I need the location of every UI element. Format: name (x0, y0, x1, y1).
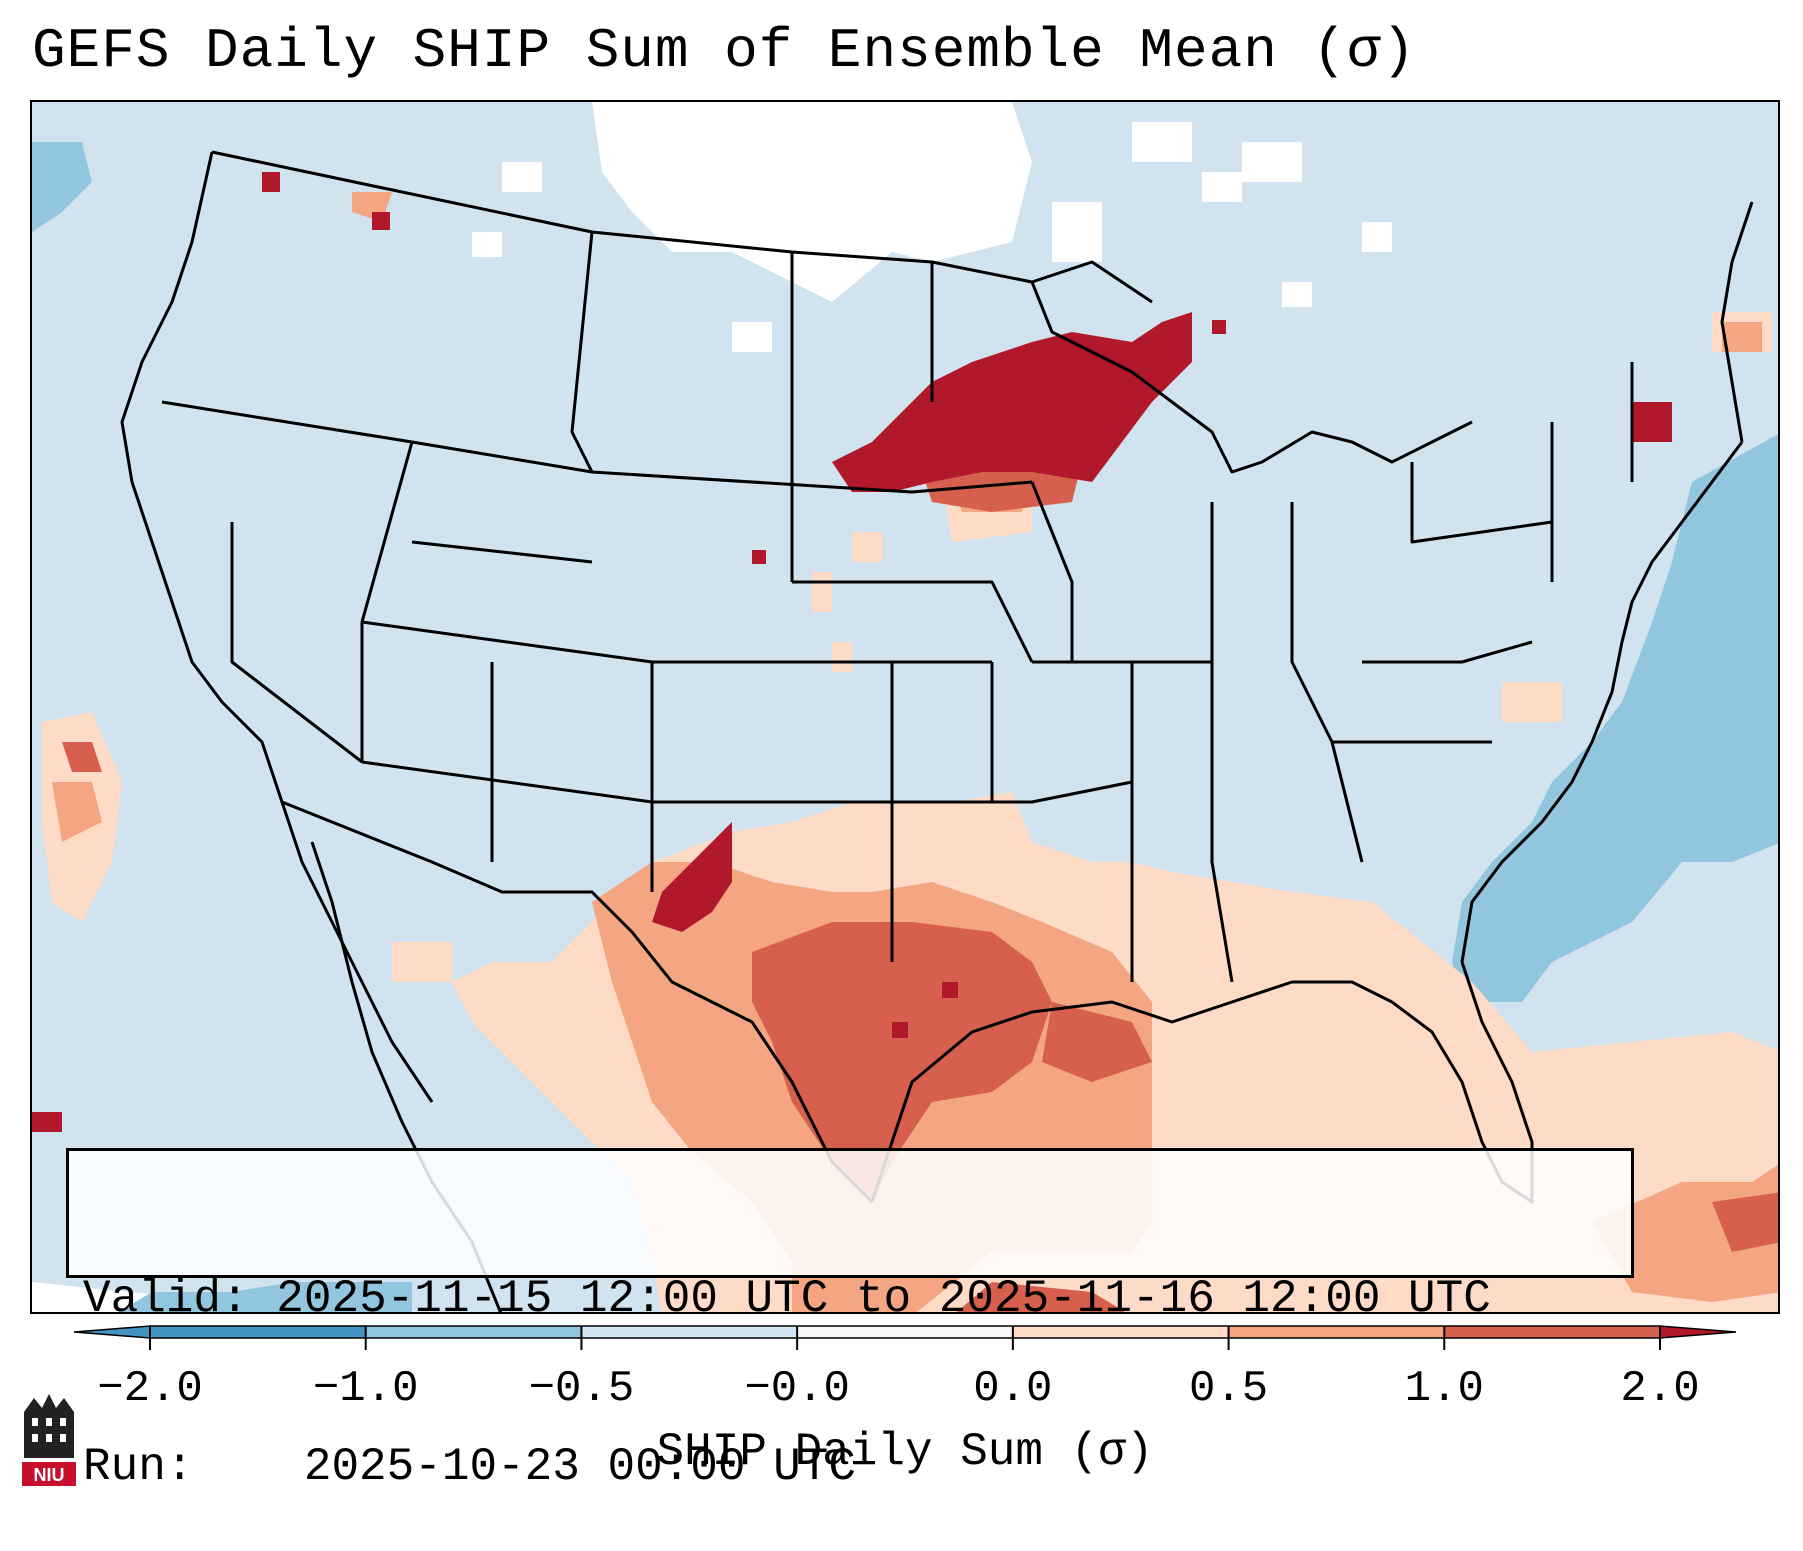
colorbar-tick-label: 0.5 (1188, 1364, 1269, 1414)
validity-info-box: Valid: 2025-11-15 12:00 UTC to 2025-11-1… (66, 1148, 1634, 1493)
valid-line: Valid: 2025-11-15 12:00 UTC to 2025-11-1… (83, 1271, 1631, 1327)
colorbar-tick-label: −0.0 (744, 1364, 850, 1414)
run-label: Run: (83, 1441, 194, 1493)
valid-value: 2025-11-15 12:00 UTC to 2025-11-16 12:00… (276, 1273, 1491, 1325)
colorbar-tick-label: 1.0 (1404, 1364, 1484, 1414)
colorbar-segment (1228, 1326, 1445, 1338)
colorbar: −2.0 −1.0 −0.5 −0.0 0.0 0.5 1.0 2.0 SHIP Daily … (0, 1310, 1803, 1506)
map-panel (30, 100, 1780, 1314)
colorbar-svg (73, 1325, 1737, 1350)
colorbar-segment (581, 1326, 798, 1338)
colorbar-tick-label: 0.0 (973, 1364, 1053, 1414)
colorbar-segment (365, 1326, 582, 1338)
niu-logo: NIU (20, 1392, 78, 1488)
run-value: 2025-10-23 00:00 UTC (303, 1441, 856, 1493)
colorbar-segment (1444, 1326, 1660, 1338)
colorbar-segment (1012, 1326, 1229, 1338)
map-svg (32, 102, 1778, 1312)
colorbar-tick-label: 2.0 (1620, 1364, 1700, 1414)
colorbar-axis-label: SHIP Daily Sum (σ) (656, 1426, 1154, 1478)
near-zero-region (32, 102, 1778, 1312)
colorbar-tick-label: −0.5 (528, 1364, 635, 1414)
colorbar-segment (150, 1326, 366, 1338)
logo-text: NIU (34, 1465, 65, 1485)
political-boundaries (120, 150, 1754, 1312)
colorbar-segment (797, 1326, 1013, 1338)
run-line: Run: 2025-10-23 00:00 UTC (83, 1439, 1631, 1495)
colorbar-tick-label: −2.0 (97, 1364, 203, 1414)
chart-title: GEFS Daily SHIP Sum of Ensemble Mean (σ) (32, 19, 1417, 83)
colorbar-extend-high (1659, 1325, 1737, 1339)
colorbar-tick-label: −1.0 (312, 1364, 419, 1414)
valid-label: Valid: (83, 1273, 249, 1325)
colorbar-extend-low (73, 1325, 151, 1339)
